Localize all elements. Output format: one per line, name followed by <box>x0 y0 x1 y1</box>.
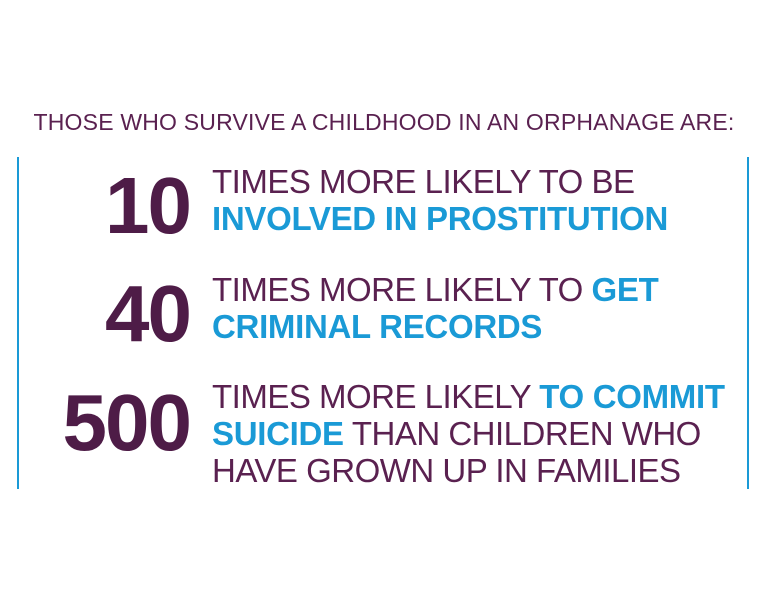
stat-description: TIMES MORE LIKELY TO COMMIT SUICIDE THAN… <box>212 378 752 489</box>
stat-text-plain-2: THAN CHILDREN WHO HAVE GROWN UP IN FAMIL… <box>212 415 701 489</box>
stat-text-highlight: INVOLVED IN PROSTITUTION <box>212 200 669 237</box>
stat-number: 10 <box>105 161 192 250</box>
left-divider-line <box>17 157 19 489</box>
right-divider-line <box>747 157 749 489</box>
stat-text-highlight: GET CRIMINAL RECORDS <box>212 271 659 345</box>
stat-description: TIMES MORE LIKELY TO GET CRIMINAL RECORD… <box>212 271 752 345</box>
headline: THOSE WHO SURVIVE A CHILDHOOD IN AN ORPH… <box>33 109 735 135</box>
stat-text-plain: TIMES MORE LIKELY TO BE <box>212 163 635 200</box>
stat-number: 40 <box>105 269 192 358</box>
stat-text-plain: TIMES MORE LIKELY <box>212 378 540 415</box>
stat-description: TIMES MORE LIKELY TO BE INVOLVED IN PROS… <box>212 163 752 237</box>
stat-number: 500 <box>62 378 192 467</box>
stat-text-plain: TIMES MORE LIKELY TO <box>212 271 592 308</box>
stat-text-highlight: TO COMMIT SUICIDE <box>212 378 725 452</box>
